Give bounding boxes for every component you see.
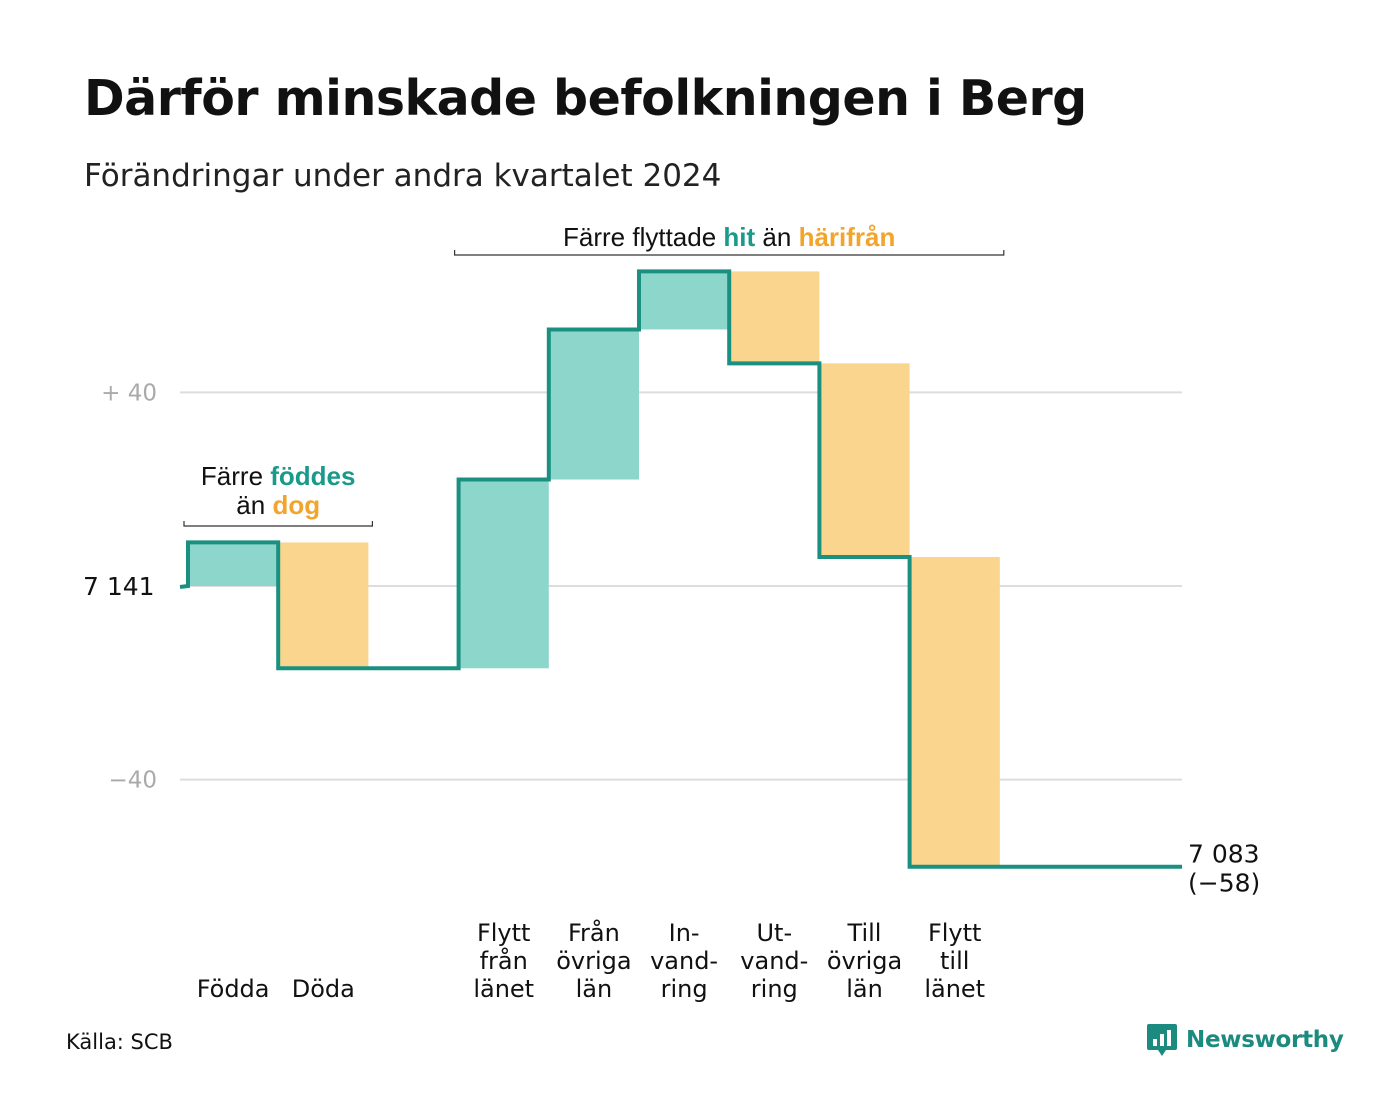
annotation-births-deaths-part: föddes [270,461,355,491]
annotation-migration-part: än [755,222,798,252]
category-label: Födda [197,975,270,1003]
category-label: Ut- [756,919,792,947]
chart-title: Därför minskade befolkningen i Berg [84,70,1087,127]
cumulative-step-line [179,269,1182,869]
category-label: från [480,946,528,975]
category-label: ring [751,975,798,1003]
waterfall-bar [819,363,910,557]
category-label: vand- [740,947,808,975]
annotation-migration-part: hit [723,222,755,252]
annotation-births-deaths: Färre föddes [201,461,356,491]
waterfall-bar [639,271,730,330]
annotation-births-deaths-line2-part: dog [272,490,320,520]
category-label: län [846,975,883,1003]
category-label: län [576,975,613,1003]
annotation-migration-part: Färre flyttade [563,222,723,252]
category-label: Till [847,919,882,947]
annotation-births-deaths-line2: än dog [236,490,320,520]
annotation-migration: Färre flyttade hit än härifrån [563,222,895,252]
category-label: länet [473,975,534,1003]
newsworthy-logo: Newsworthy [1146,1022,1344,1058]
chart-subtitle: Förändringar under andra kvartalet 2024 [84,158,722,194]
waterfall-bar [909,556,1000,867]
category-label: övriga [827,947,902,975]
category-label: Döda [292,975,355,1003]
category-label: vand- [650,947,718,975]
waterfall-bar [278,542,369,669]
category-label: till [940,947,969,975]
category-label: Flytt [928,919,982,947]
category-label: övriga [556,947,631,975]
category-label: Flytt [477,919,531,947]
waterfall-bar [458,479,549,669]
start-value-label: 7 141 [83,572,155,601]
category-label: Från [568,918,620,947]
y-tick-label: −40 [108,768,157,794]
annotation-bracket [454,250,1005,256]
end-change-label: (−58) [1188,869,1260,898]
annotation-births-deaths-part: Färre [201,461,270,491]
logo-text: Newsworthy [1186,1027,1344,1053]
waterfall-bar [729,271,820,364]
annotation-migration-part: härifrån [799,222,896,252]
waterfall-bar [548,329,639,480]
category-label: In- [669,919,700,947]
annotation-births-deaths-line2-part: än [236,490,272,520]
y-tick-label: + 40 [101,380,157,406]
category-label: länet [924,975,985,1003]
newsworthy-chart-icon [1147,1024,1177,1056]
waterfall-bar [188,542,279,586]
end-value-label: 7 083 [1188,840,1260,869]
category-label: ring [661,975,708,1003]
source-note: Källa: SCB [66,1030,173,1054]
annotation-bracket [183,521,373,527]
